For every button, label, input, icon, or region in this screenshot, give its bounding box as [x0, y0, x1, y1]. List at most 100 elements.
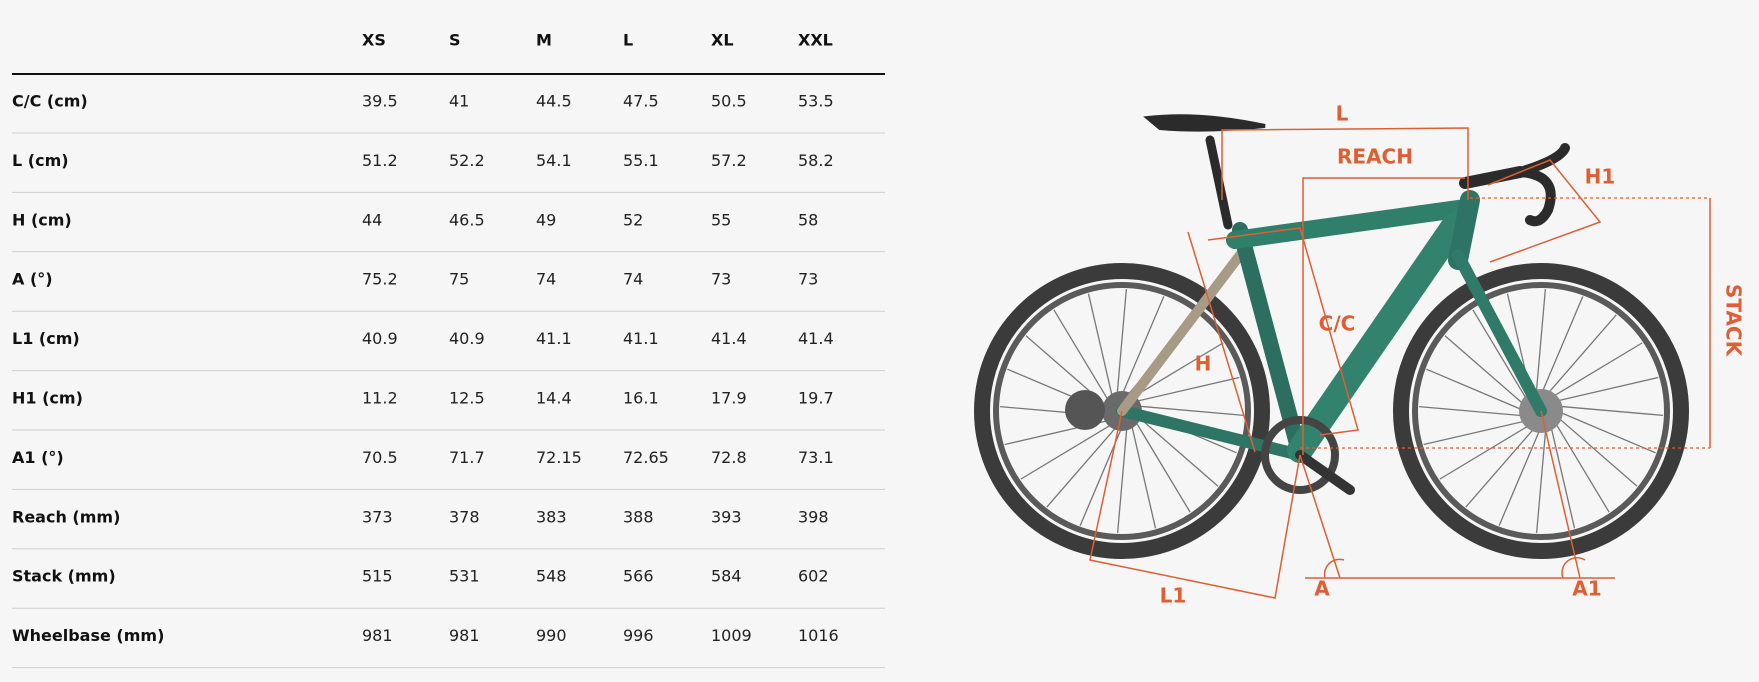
cell: 49	[536, 210, 556, 229]
cell: 602	[798, 567, 829, 586]
spoke	[1087, 293, 1114, 399]
dim-label: A	[1314, 577, 1330, 601]
dim-label: L1	[1160, 584, 1187, 608]
spoke	[1134, 420, 1191, 513]
cell: 54.1	[536, 151, 572, 170]
cell: 72.8	[711, 448, 747, 467]
cell: 11.2	[362, 389, 398, 408]
bike-part	[1299, 454, 1341, 579]
bike-part	[1205, 135, 1233, 230]
bike-part	[1452, 249, 1547, 417]
bike-part	[1187, 231, 1256, 453]
dim-label: H	[1195, 352, 1212, 376]
spoke	[1553, 376, 1659, 403]
dim-label: REACH	[1337, 145, 1413, 169]
cell: 39.5	[362, 92, 398, 111]
cell: 19.7	[798, 389, 834, 408]
bike-part	[1065, 390, 1105, 430]
row-label: H (cm)	[12, 210, 72, 229]
spoke	[1545, 314, 1617, 397]
cell: 17.9	[711, 389, 747, 408]
bike-part	[1261, 416, 1339, 494]
frame	[1065, 114, 1570, 495]
cell: 57.2	[711, 151, 747, 170]
spoke	[1134, 376, 1240, 403]
bike-part	[1540, 410, 1581, 579]
column-header: XS	[362, 31, 386, 50]
cell: 41.4	[798, 329, 834, 348]
cell: 12.5	[449, 389, 485, 408]
bike-part	[1117, 250, 1245, 416]
cell: 55	[711, 210, 731, 229]
cell: 383	[536, 507, 567, 526]
spoke	[1556, 405, 1663, 417]
cell: 75	[449, 270, 469, 289]
cell: 515	[362, 567, 393, 586]
cell: 73	[798, 270, 818, 289]
cell: 73	[711, 270, 731, 289]
spoke	[1426, 368, 1526, 412]
dim-label: STACK	[1722, 284, 1746, 358]
bike-part	[1089, 410, 1301, 599]
bike-part	[1116, 405, 1306, 461]
spoke	[1116, 289, 1128, 396]
column-header: S	[449, 31, 461, 50]
cell: 566	[623, 567, 654, 586]
spoke	[1550, 342, 1643, 399]
cell: 398	[798, 507, 829, 526]
bike-part	[1419, 289, 1663, 533]
bike-part	[1221, 127, 1469, 200]
spoke	[1556, 410, 1656, 454]
spoke	[1121, 296, 1165, 396]
cell: 74	[536, 270, 556, 289]
bike-part	[1412, 282, 1670, 540]
cell: 75.2	[362, 270, 398, 289]
column-header: XL	[711, 31, 734, 50]
cell: 14.4	[536, 389, 572, 408]
bike-part	[1393, 263, 1689, 559]
spoke	[1540, 296, 1584, 396]
cell: 41.4	[711, 329, 747, 348]
cell: 41.1	[536, 329, 572, 348]
spoke	[1535, 289, 1547, 396]
cell: 393	[711, 507, 742, 526]
bike-part	[1515, 143, 1570, 227]
cell: 16.1	[623, 389, 659, 408]
cell: 44.5	[536, 92, 572, 111]
column-header: XXL	[798, 31, 833, 50]
bike-illustration: L REACH H1 STACK C/C H L1 A A1	[974, 102, 1746, 608]
spoke	[1553, 420, 1610, 513]
bike-part	[1226, 199, 1474, 249]
cell: 70.5	[362, 448, 398, 467]
cell: 53.5	[798, 92, 834, 111]
cell: 378	[449, 507, 480, 526]
measurement-lines	[1089, 127, 1711, 599]
cell: 52.2	[449, 151, 485, 170]
cell: 51.2	[362, 151, 398, 170]
spoke	[1130, 423, 1157, 529]
bike-part	[1561, 556, 1586, 579]
bike-part	[1323, 558, 1345, 579]
spoke	[1444, 335, 1527, 407]
column-header: L	[623, 31, 633, 50]
cell: 73.1	[798, 448, 834, 467]
cell: 388	[623, 507, 654, 526]
bike-part	[993, 282, 1251, 540]
spoke	[1046, 425, 1118, 508]
cell: 58.2	[798, 151, 834, 170]
spoke	[1472, 309, 1529, 402]
row-label: Wheelbase (mm)	[12, 626, 164, 645]
row-label: A1 (°)	[12, 448, 64, 467]
cell: 72.65	[623, 448, 669, 467]
row-label: L (cm)	[12, 151, 69, 170]
bike-part	[1295, 450, 1355, 495]
row-label: C/C (cm)	[12, 92, 88, 111]
cell: 531	[449, 567, 480, 586]
cell: 1016	[798, 626, 839, 645]
cell: 981	[449, 626, 480, 645]
spoke	[1116, 426, 1128, 533]
front-wheel	[1393, 263, 1689, 559]
